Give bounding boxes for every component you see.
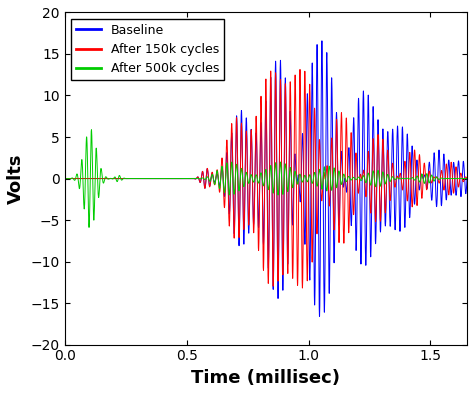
X-axis label: Time (millisec): Time (millisec) — [191, 369, 340, 387]
After 500k cycles — [455, 176, 460, 181]
After 500k cycles — [62, 176, 67, 181]
Legend: Baseline, After 150k cycles, After 500k cycles: Baseline, After 150k cycles, After 500k … — [71, 19, 224, 80]
After 500k cycles — [86, 225, 92, 230]
After 150k cycles — [437, 180, 442, 185]
Baseline — [319, 39, 325, 43]
After 500k cycles — [464, 176, 470, 181]
Line: After 500k cycles: After 500k cycles — [64, 130, 467, 227]
After 500k cycles — [162, 176, 167, 181]
Baseline — [62, 176, 67, 181]
Baseline — [455, 171, 460, 176]
After 150k cycles — [464, 176, 470, 181]
Baseline — [298, 178, 304, 183]
Baseline — [437, 151, 442, 155]
Baseline — [154, 176, 160, 181]
After 500k cycles — [428, 177, 433, 182]
After 150k cycles — [455, 179, 460, 184]
Baseline — [464, 176, 470, 181]
Y-axis label: Volts: Volts — [7, 153, 25, 204]
After 500k cycles — [154, 176, 160, 181]
After 150k cycles — [300, 286, 305, 290]
After 500k cycles — [299, 177, 304, 182]
Baseline — [428, 170, 433, 175]
After 150k cycles — [428, 174, 433, 179]
After 150k cycles — [299, 186, 304, 191]
After 150k cycles — [161, 176, 167, 181]
After 500k cycles — [437, 177, 442, 182]
Baseline — [161, 176, 167, 181]
After 150k cycles — [154, 176, 160, 181]
Baseline — [317, 314, 322, 319]
After 500k cycles — [89, 127, 94, 132]
Line: Baseline: Baseline — [64, 41, 467, 316]
Line: After 150k cycles: After 150k cycles — [64, 69, 467, 288]
After 150k cycles — [62, 176, 67, 181]
After 150k cycles — [297, 67, 303, 72]
